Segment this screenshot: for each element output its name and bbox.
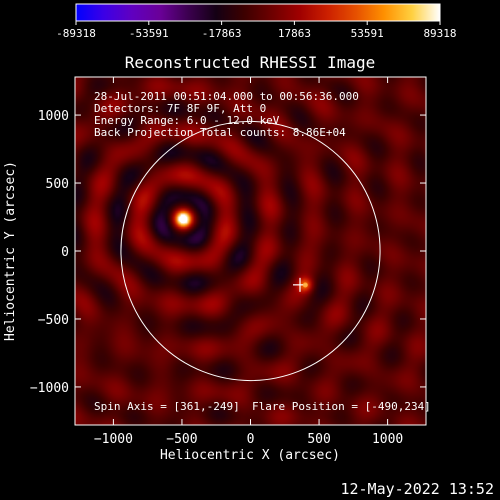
flare-source-peak (179, 215, 188, 224)
secondary-source-peak (302, 282, 308, 288)
timestamp: 12-May-2022 13:52 (340, 480, 494, 498)
annotation-energy-range: Energy Range: 6.0 - 12.0 keV (94, 114, 280, 127)
y-tick-label: 0 (61, 245, 69, 260)
annotation-method: Back Projection (94, 126, 193, 139)
chart-title: Reconstructed RHESSI Image (125, 53, 375, 72)
colorbar-gradient (75, 3, 441, 22)
y-tick-label: −500 (38, 313, 69, 328)
x-tick-label: −500 (166, 432, 197, 447)
x-tick-label: −1000 (94, 432, 133, 447)
colorbar: -89318 -53591 -17863 17863 53591 89318 (56, 3, 457, 40)
spin-axis-label: Spin Axis = [361,-249] (94, 400, 240, 413)
x-axis: −1000 −500 0 500 1000 (94, 77, 403, 447)
flare-position-label: Flare Position = [-490,234] (252, 400, 431, 413)
x-tick-label: 0 (247, 432, 255, 447)
x-tick-label: 1000 (372, 432, 403, 447)
annotation-time-range: 28-Jul-2011 00:51:04.000 to 00:56:36.000 (94, 90, 359, 103)
solar-limb-circle (120, 120, 381, 382)
colorbar-tick-label: -89318 (56, 27, 96, 40)
colorbar-tick-label: 17863 (278, 27, 311, 40)
colorbar-tick-label: -53591 (129, 27, 169, 40)
colorbar-ticks: -89318 -53591 -17863 17863 53591 89318 (56, 21, 457, 40)
y-tick-label: 1000 (38, 109, 69, 124)
y-axis: −1000 −500 0 500 1000 (30, 109, 426, 396)
colorbar-tick-label: 53591 (351, 27, 384, 40)
y-tick-label: 500 (46, 177, 69, 192)
y-tick-label: −1000 (30, 381, 69, 396)
x-tick-label: 500 (307, 432, 330, 447)
colorbar-tick-label: -17863 (202, 27, 242, 40)
plot-area (74, 76, 427, 426)
annotation-detectors: Detectors: 7F 8F 9F, Att 0 (94, 102, 266, 115)
x-axis-label: Heliocentric X (arcsec) (160, 448, 340, 463)
annotation-block: 28-Jul-2011 00:51:04.000 to 00:56:36.000… (94, 90, 359, 139)
heatmap-image (75, 77, 426, 425)
colorbar-tick-label: 89318 (423, 27, 456, 40)
annotation-total-counts: Total counts: 8.86E+04 (200, 126, 346, 139)
y-axis-label: Heliocentric Y (arcsec) (3, 161, 18, 341)
